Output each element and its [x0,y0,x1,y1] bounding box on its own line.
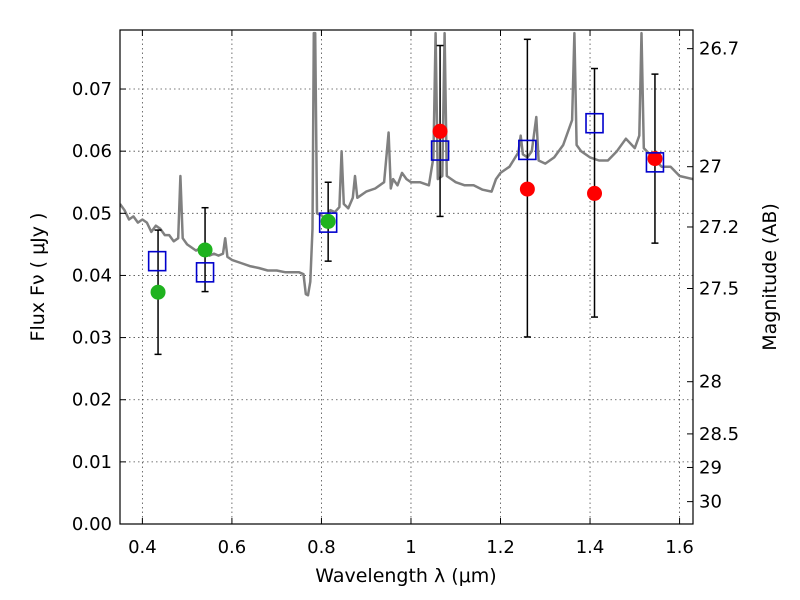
mag-tick-label: 28.5 [699,424,739,445]
mag-tick-label: 27 [699,157,722,178]
data-point-circle [587,185,603,201]
y-tick-label: 0.05 [72,203,112,224]
data-point-circle [432,123,448,139]
model-point-square [585,112,604,134]
y-axis-label: Flux Fν ( μJy ) [27,213,49,342]
model-point-square [195,262,215,283]
model-point-square [645,152,665,173]
y-tick-label: 0.03 [72,328,112,349]
data-point-circle [150,284,166,300]
model-point-square [430,140,450,161]
grid [120,30,693,525]
y-tick-label: 0.06 [72,141,112,162]
spectrum-line [120,31,693,297]
model-point-square [518,139,537,161]
y-tick-label: 0.01 [72,452,112,473]
plot-frame [119,29,694,525]
y-tick-label: 0.02 [72,390,112,411]
mag-tick-label: 28 [699,372,722,393]
data-point-circle [197,242,213,258]
mag-tick-label: 30 [699,492,722,513]
x-tick-label: 1.2 [486,537,515,558]
data-point-circle [320,213,336,229]
mag-tick-label: 27.5 [699,278,739,299]
mag-tick-label: 26.7 [699,39,739,60]
mag-tick-label: 29 [699,457,722,478]
x-tick-label: 1 [405,537,416,558]
x-tick-label: 0.4 [128,537,157,558]
mag-tick-label: 27.2 [699,217,739,238]
y2-axis-label: Magnitude (AB) [759,203,781,351]
y-tick-label: 0.00 [72,514,112,535]
x-tick-label: 0.6 [218,537,247,558]
model-point-square [318,212,338,233]
markers [147,112,665,300]
plot-background [120,30,693,524]
x-tick-label: 1.6 [665,537,694,558]
ticks: 0.4 0.6 0.8 1 1.2 1.4 1.6 0.00 0.01 0.02 0.03 0.04 0… [72,30,739,558]
model-point-square [147,250,167,272]
spectrum-series [120,31,693,297]
x-tick-label: 1.4 [576,537,605,558]
data-point-circle [519,181,535,197]
y-tick-label: 0.04 [72,265,112,286]
x-tick-label: 0.8 [307,537,336,558]
x-axis-label: Wavelength λ (μm) [315,565,496,587]
y-tick-label: 0.07 [72,79,112,100]
data-point-circle [647,151,663,167]
